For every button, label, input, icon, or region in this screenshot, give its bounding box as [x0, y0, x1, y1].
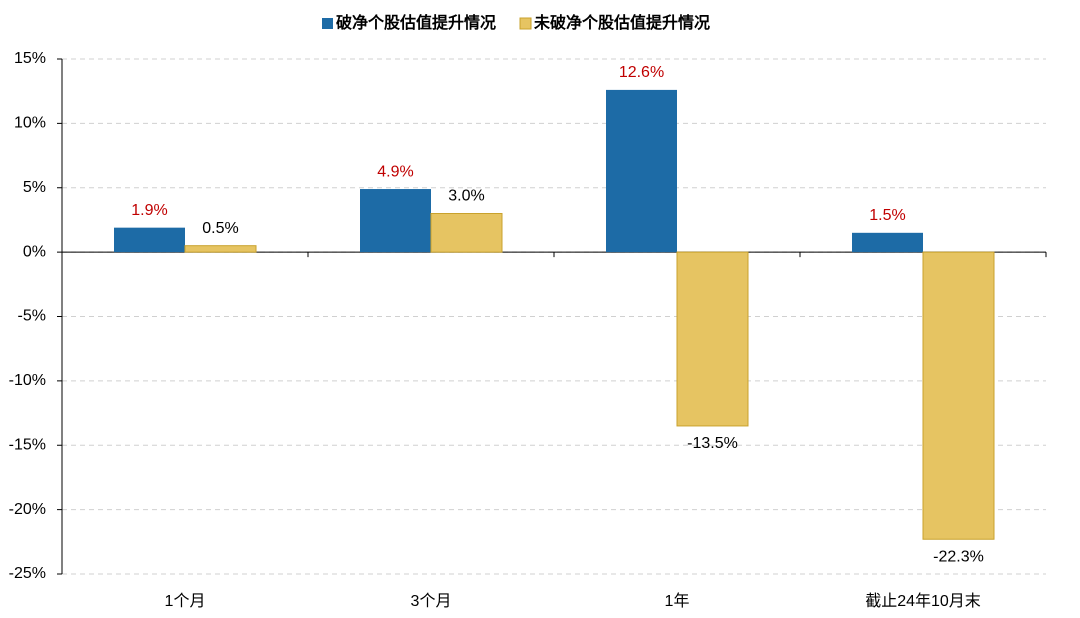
bar: [676, 251, 749, 427]
bar: [852, 232, 923, 253]
x-tick-label: 截止24年10月末: [865, 592, 981, 610]
legend-label: 破净个股估值提升情况: [336, 13, 496, 32]
y-tick-label: -5%: [18, 308, 46, 325]
bar: [430, 213, 503, 253]
bar: [606, 89, 677, 253]
x-tick-label: 1个月: [165, 592, 206, 610]
data-label: 12.6%: [619, 64, 664, 81]
legend-swatch: [519, 17, 532, 30]
y-tick-label: 10%: [14, 115, 46, 132]
y-tick-label: 0%: [23, 243, 46, 260]
legend-label: 未破净个股估值提升情况: [533, 13, 710, 32]
data-label: -22.3%: [933, 548, 984, 565]
data-label: 1.9%: [131, 202, 167, 219]
y-tick-label: 5%: [23, 179, 46, 196]
y-tick-label: -15%: [9, 436, 46, 453]
y-tick-label: 15%: [14, 50, 46, 67]
y-tick-label: -20%: [9, 501, 46, 518]
y-tick-label: -25%: [9, 565, 46, 582]
x-tick-label: 3个月: [411, 592, 452, 610]
bar: [184, 245, 257, 253]
x-tick-label: 1年: [665, 592, 690, 610]
data-label: 0.5%: [202, 220, 238, 237]
data-label: 3.0%: [448, 188, 484, 205]
data-label: -13.5%: [687, 435, 738, 452]
bar: [114, 227, 185, 253]
y-tick-label: -10%: [9, 372, 46, 389]
data-label: 1.5%: [869, 207, 905, 224]
bar: [360, 189, 431, 253]
legend-swatch: [322, 18, 333, 29]
bar: [922, 251, 995, 540]
data-label: 4.9%: [377, 163, 413, 180]
